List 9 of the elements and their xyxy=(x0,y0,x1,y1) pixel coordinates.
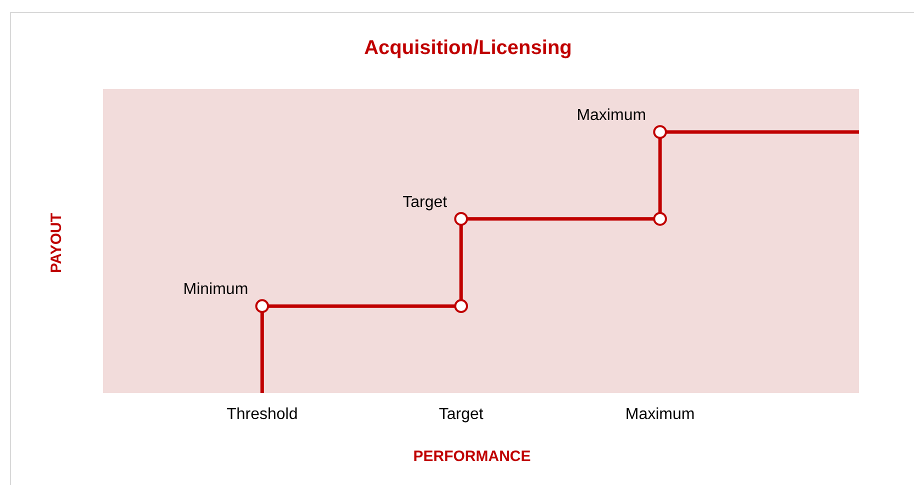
annotation: Maximum xyxy=(576,107,646,124)
annotation: Minimum xyxy=(183,281,248,298)
x-tick-label: Target xyxy=(438,406,484,423)
annotation: Target xyxy=(402,194,448,211)
chart-title: Acquisition/Licensing xyxy=(364,37,572,59)
y-axis-title: PAYOUT xyxy=(48,212,65,274)
x-axis-title: PERFORMANCE xyxy=(413,448,531,465)
x-tick-label: Threshold xyxy=(226,406,298,423)
x-tick-label: Maximum xyxy=(625,406,695,423)
